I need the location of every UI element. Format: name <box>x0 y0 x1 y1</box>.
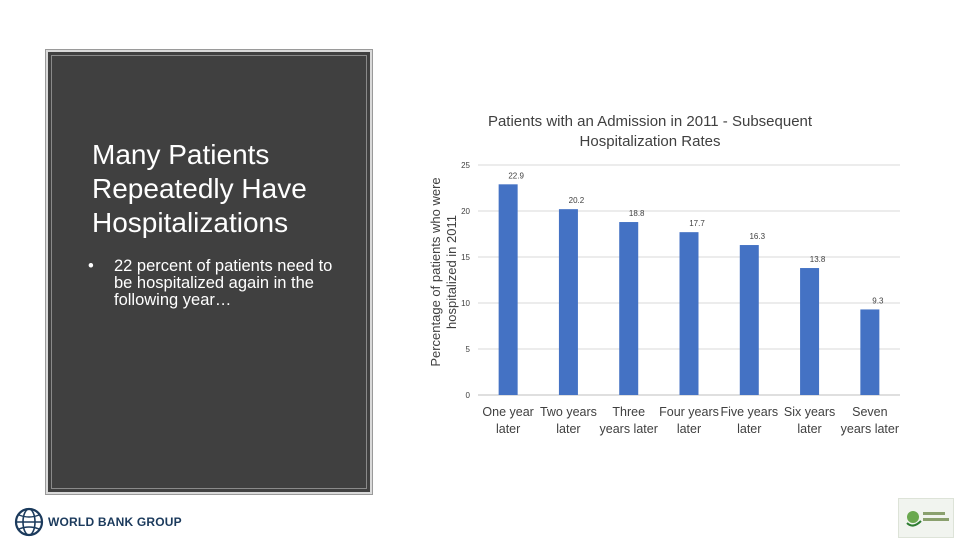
bullet-point: • 22 percent of patients need to be hosp… <box>88 258 338 309</box>
bullet-text: 22 percent of patients need to be hospit… <box>114 257 333 309</box>
bar <box>498 184 518 395</box>
x-tick-label: Four years later <box>659 405 719 436</box>
y-tick-label: 15 <box>461 253 470 262</box>
data-label: 16.3 <box>749 232 765 241</box>
data-label: 13.8 <box>810 255 826 264</box>
partner-emblem-icon <box>906 511 949 527</box>
x-tick-label: Seven years later <box>840 405 900 436</box>
x-tick-label: Six years later <box>783 405 836 436</box>
slide-title: Many Patients Repeatedly Have Hospitaliz… <box>92 139 307 238</box>
x-tick-label: Two years later <box>539 405 597 436</box>
bar <box>619 222 639 395</box>
bullet-marker: • <box>88 257 94 275</box>
data-label: 22.9 <box>508 171 524 180</box>
y-tick-label: 20 <box>461 207 470 216</box>
panel-frame <box>51 55 367 489</box>
data-label: 20.2 <box>569 196 585 205</box>
chart-title: Patients with an Admission in 2011 - Sub… <box>487 113 813 150</box>
brand-text: WORLD BANK GROUP <box>48 515 182 529</box>
bar <box>860 309 880 395</box>
partner-logo <box>898 498 954 538</box>
data-label: 18.8 <box>629 209 645 218</box>
bars <box>498 184 880 395</box>
y-tick-label: 25 <box>461 161 470 170</box>
world-bank-logo: WORLD BANK GROUP <box>14 507 182 537</box>
bar <box>739 245 759 395</box>
y-tick-label: 0 <box>466 391 471 400</box>
globe-icon <box>14 507 44 537</box>
title-panel <box>45 49 373 495</box>
y-tick-label: 5 <box>466 345 471 354</box>
data-label: 17.7 <box>689 219 705 228</box>
bar <box>679 232 699 395</box>
y-tick-label: 10 <box>461 299 470 308</box>
data-labels: 22.9 20.2 18.8 17.7 16.3 13.8 9.3 <box>508 171 884 305</box>
bar <box>558 209 578 395</box>
data-label: 9.3 <box>872 296 884 305</box>
y-tick-labels: 0 5 10 15 20 25 <box>461 161 470 400</box>
bar <box>800 268 820 395</box>
x-tick-label: Five years later <box>720 405 779 436</box>
x-tick-label: One year later <box>482 405 534 436</box>
x-tick-label: Three years later <box>599 405 658 436</box>
